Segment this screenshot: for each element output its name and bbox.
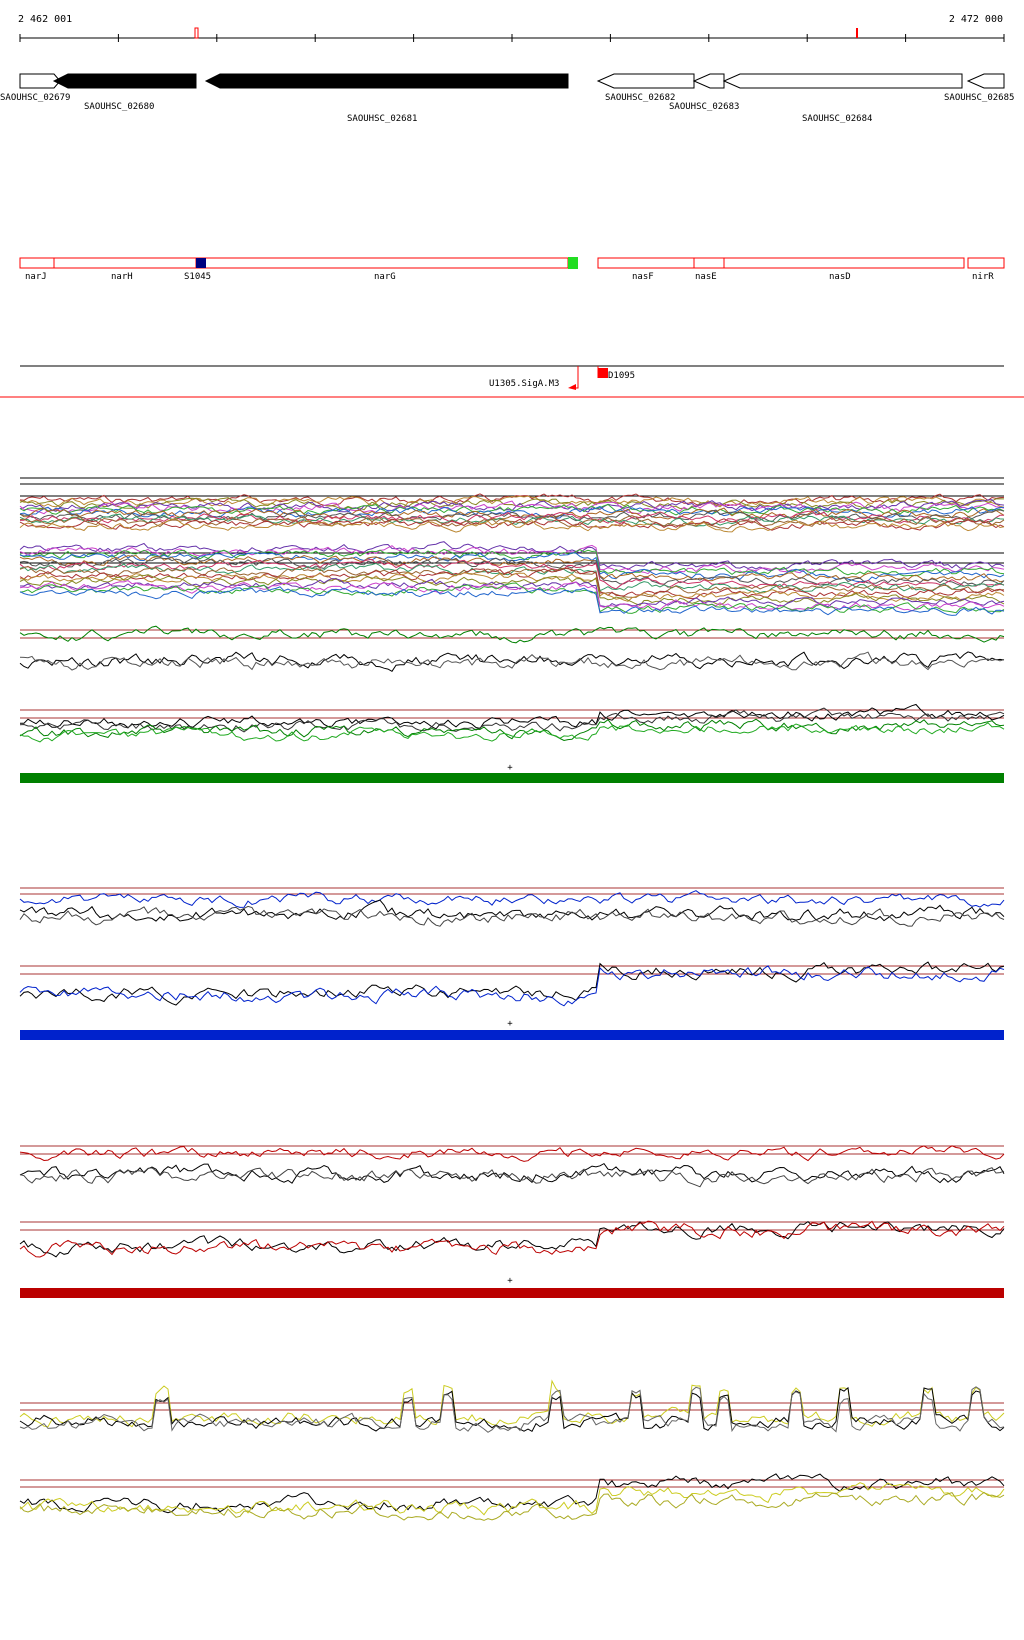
gene-arrow-saouhsc-02685[interactable] <box>966 73 1005 89</box>
ruler-ticks <box>19 27 1005 42</box>
gene-name-track: narJ narH S1045 narG nasF nasE nasD nirR <box>19 257 1005 282</box>
gene-label: SAOUHSC_02684 <box>802 114 872 124</box>
terminator-marker[interactable] <box>598 368 608 378</box>
gene-box-narg[interactable] <box>195 257 569 269</box>
gene-arrow-saouhsc-02681[interactable] <box>204 73 569 89</box>
gene-name-label: nasF <box>632 272 654 282</box>
coordinate-ruler: 2 462 001 2 472 000 <box>18 14 1005 42</box>
gene-label: SAOUHSC_02679 <box>0 93 70 103</box>
gene-name-label: nasE <box>695 272 717 282</box>
strand-marker: + <box>507 1276 513 1286</box>
green-marker <box>568 257 578 269</box>
gene-name-label: narJ <box>25 272 47 282</box>
gene-label: SAOUHSC_02683 <box>669 102 739 112</box>
terminator-label: D1095 <box>608 371 635 381</box>
strand-bar-red <box>20 1288 1004 1298</box>
gene-label: SAOUHSC_02680 <box>84 102 154 112</box>
promoter-label: U1305.SigA.M3 <box>489 379 559 389</box>
gene-arrow-saouhsc-02683[interactable] <box>692 73 725 89</box>
ruler-end-label: 2 472 000 <box>949 14 1003 25</box>
gene-name-label: nirR <box>972 272 994 282</box>
gene-arrow-saouhsc-02679[interactable] <box>19 73 61 89</box>
regulatory-feature-track: U1305.SigA.M3 D1095 <box>0 365 1024 398</box>
expression-signal-panels <box>19 477 1005 1521</box>
strand-bar-blue <box>20 1030 1004 1040</box>
gene-box-nase[interactable] <box>693 257 725 269</box>
gene-box-nirr[interactable] <box>967 257 1005 269</box>
strand-marker: + <box>507 1019 513 1029</box>
ruler-start-label: 2 462 001 <box>18 14 72 25</box>
gene-name-label: nasD <box>829 272 851 282</box>
gene-label: SAOUHSC_02685 <box>944 93 1014 103</box>
strand-bar-green <box>20 773 1004 783</box>
gene-arrow-saouhsc-02682[interactable] <box>596 73 695 89</box>
gene-arrow-saouhsc-02684[interactable] <box>722 73 963 89</box>
gene-box-nasf[interactable] <box>597 257 695 269</box>
gene-name-label: narG <box>374 272 396 282</box>
gene-name-label: S1045 <box>184 272 211 282</box>
gene-box-narh[interactable] <box>53 257 197 269</box>
gene-track: SAOUHSC_02679 SAOUHSC_02680 SAOUHSC_0268… <box>0 73 1014 124</box>
feature-s1045-marker[interactable] <box>196 258 206 268</box>
gene-box-nasd[interactable] <box>723 257 965 269</box>
gene-label: SAOUHSC_02682 <box>605 93 675 103</box>
gene-box-narj[interactable] <box>19 257 55 269</box>
promoter-arrow[interactable] <box>570 366 579 389</box>
gene-name-label: narH <box>111 272 133 282</box>
gene-arrow-saouhsc-02680[interactable] <box>52 73 197 89</box>
strand-marker: + <box>507 763 513 773</box>
gene-label: SAOUHSC_02681 <box>347 114 417 124</box>
